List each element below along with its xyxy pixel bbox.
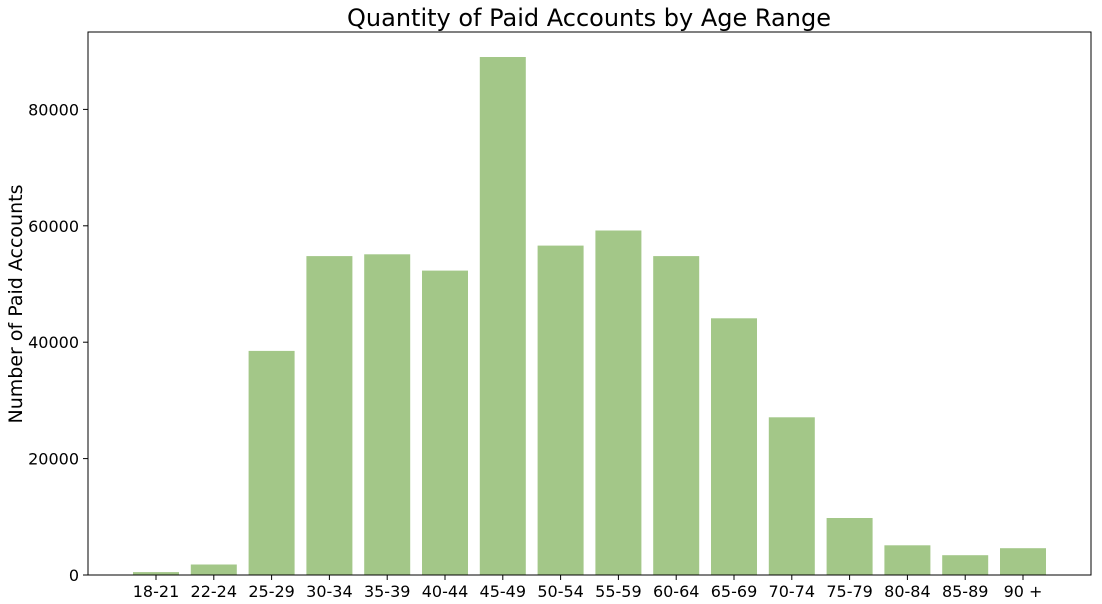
bar-35-39 [364, 254, 411, 576]
x-tick-label: 80-84 [884, 582, 931, 601]
x-tick-label: 35-39 [364, 582, 411, 601]
x-tick-label: 18-21 [133, 582, 180, 601]
x-tick-label: 55-59 [595, 582, 642, 601]
bar-50-54 [537, 245, 584, 575]
x-tick-label: 65-69 [711, 582, 758, 601]
x-tick-label: 30-34 [306, 582, 353, 601]
x-tick-label: 60-64 [653, 582, 700, 601]
bar-18-21 [133, 572, 179, 575]
chart-title: Quantity of Paid Accounts by Age Range [347, 4, 831, 32]
plot-frame [87, 31, 1092, 576]
x-tick-label: 45-49 [480, 582, 527, 601]
bar-45-49 [479, 57, 526, 575]
bar-90plus [1000, 548, 1046, 575]
y-tick-label: 20000 [28, 450, 79, 469]
y-tick-label: 60000 [28, 217, 79, 236]
y-tick-label: 0 [69, 566, 79, 585]
bars-group [133, 57, 1046, 576]
bar-30-34 [306, 256, 353, 575]
bar-65-69 [711, 318, 757, 575]
x-tick-label: 90 + [1004, 582, 1043, 601]
y-ticks-group: 0 20000 40000 60000 80000 [28, 100, 88, 585]
x-tick-label: 50-54 [537, 582, 584, 601]
bar-85-89 [942, 555, 989, 575]
x-tick-label: 75-79 [826, 582, 873, 601]
bar-22-24 [190, 564, 237, 575]
x-tick-label: 40-44 [422, 582, 469, 601]
x-ticks-group: 18-21 22-24 25-29 30-34 35-39 40-44 45-49 50-54… [133, 575, 1043, 601]
y-axis-label: Number of Paid Accounts [5, 185, 27, 424]
x-tick-label: 85-89 [942, 582, 989, 601]
bar-25-29 [248, 350, 295, 575]
bar-70-74 [768, 417, 815, 575]
x-tick-label: 70-74 [769, 582, 816, 601]
bar-80-84 [884, 545, 931, 575]
bar-40-44 [422, 270, 468, 575]
bar-60-64 [653, 256, 700, 575]
bar-75-79 [826, 518, 873, 575]
y-tick-label: 40000 [28, 333, 79, 352]
bar-55-59 [595, 230, 642, 575]
x-tick-label: 22-24 [191, 582, 238, 601]
x-tick-label: 25-29 [248, 582, 295, 601]
y-tick-label: 80000 [28, 100, 79, 119]
